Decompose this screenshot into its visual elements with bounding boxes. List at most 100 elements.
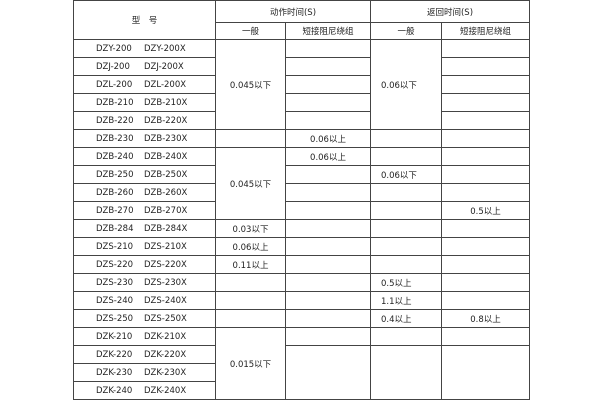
return-short-damping-cell: [441, 255, 530, 274]
header-action-time: 动作时间(S): [215, 0, 371, 23]
model-standard: DZB-270: [96, 205, 134, 216]
return-general-cell: [370, 255, 442, 274]
action-short-damping-cell: [285, 273, 371, 292]
model-cell: DZK-230 DZK-230X: [73, 363, 216, 382]
action-short-damping-cell: 0.06以上: [285, 129, 371, 148]
return-short-damping-cell: 0.5以上: [441, 201, 530, 220]
model-cell: DZB-210 DZB-210X: [73, 93, 216, 112]
table-row: DZK-220 DZK-220X: [73, 345, 530, 400]
action-short-damping-cell: [285, 255, 371, 274]
table-row: DZS-210 DZS-210X 0.06以上: [73, 237, 530, 256]
table-row: DZB-220 DZB-220X: [73, 111, 530, 130]
model-x-variant: DZB-210X: [144, 97, 188, 108]
action-general-cell: 0.045以下: [215, 39, 286, 130]
return-short-damping-cell: [441, 93, 530, 112]
model-standard: DZB-250: [96, 169, 134, 180]
model-cell: DZB-240 DZB-240X: [73, 147, 216, 166]
model-standard: DZS-220: [96, 259, 134, 270]
table-row: DZS-240 DZS-240X 1.1以上: [73, 291, 530, 310]
model-standard: DZY-200: [96, 43, 132, 54]
model-x-variant: DZB-260X: [144, 187, 188, 198]
model-x-variant: DZB-220X: [144, 115, 188, 126]
model-cell: DZS-230 DZS-230X: [73, 273, 216, 292]
model-x-variant: DZB-250X: [144, 169, 188, 180]
return-short-damping-cell: [441, 183, 530, 202]
model-cell: DZB-220 DZB-220X: [73, 111, 216, 130]
return-short-damping-cell: [441, 219, 530, 238]
action-short-damping-cell: [285, 39, 371, 58]
action-short-damping-cell: [285, 327, 371, 346]
table-row: DZB-240 DZB-240X 0.045以下 0.06以上: [73, 147, 530, 220]
return-short-damping-cell: [441, 291, 530, 310]
return-short-damping-cell: [441, 147, 530, 166]
table-row: DZB-270 DZB-270X 0.5以上: [73, 201, 530, 220]
header-model: 型 号: [73, 0, 216, 40]
table-row: DZY-200 DZY-200X 0.045以下 0.06以下: [73, 39, 530, 130]
model-cell: DZB-230 DZB-230X: [73, 129, 216, 148]
model-cell: DZS-210 DZS-210X: [73, 237, 216, 256]
model-x-variant: DZK-210X: [144, 331, 187, 342]
model-x-variant: DZK-240X: [144, 385, 187, 396]
return-short-damping-cell: 0.8以上: [441, 309, 530, 328]
return-general-cell: [370, 237, 442, 256]
model-cell: DZS-250 DZS-250X: [73, 309, 216, 328]
model-cell: DZL-200 DZL-200X: [73, 75, 216, 94]
return-general-cell: 0.06以下: [370, 39, 442, 130]
model-x-variant: DZS-220X: [144, 259, 187, 270]
return-short-damping-cell: [441, 111, 530, 130]
model-x-variant: DZJ-200X: [144, 61, 184, 72]
action-short-damping-cell: [285, 237, 371, 256]
model-x-variant: DZB-270X: [144, 205, 188, 216]
return-short-damping-cell: [441, 165, 530, 184]
model-standard: DZK-240: [96, 385, 133, 396]
table-row: DZK-240 DZK-240X: [73, 381, 530, 400]
return-general-cell: 0.4以上: [370, 309, 442, 328]
model-cell: DZK-220 DZK-220X: [73, 345, 216, 364]
model-x-variant: DZS-210X: [144, 241, 187, 252]
action-short-damping-cell: [285, 345, 371, 400]
model-standard: DZB-260: [96, 187, 134, 198]
return-general-cell: 0.06以下: [370, 165, 442, 184]
return-general-cell: [370, 219, 442, 238]
action-general-cell: [215, 291, 286, 310]
model-standard: DZK-220: [96, 349, 133, 360]
table-row: DZB-284 DZB-284X 0.03以下: [73, 219, 530, 238]
model-cell: DZJ-200 DZJ-200X: [73, 57, 216, 76]
action-general-cell: [215, 273, 286, 292]
return-general-cell: [370, 147, 442, 166]
return-general-cell: [370, 345, 442, 400]
action-short-damping-cell: [285, 183, 371, 202]
action-short-damping-cell: [285, 75, 371, 94]
return-general-cell: [370, 129, 442, 148]
model-standard: DZK-230: [96, 367, 133, 378]
model-standard: DZS-240: [96, 295, 134, 306]
return-short-damping-cell: [441, 237, 530, 256]
return-short-damping-cell: [441, 345, 530, 400]
action-general-cell: [215, 309, 286, 328]
table-row: DZB-230 DZB-230X 0.06以上: [73, 129, 530, 148]
model-x-variant: DZK-230X: [144, 367, 187, 378]
model-x-variant: DZB-240X: [144, 151, 188, 162]
model-cell: DZB-270 DZB-270X: [73, 201, 216, 220]
action-short-damping-cell: [285, 93, 371, 112]
model-cell: DZK-240 DZK-240X: [73, 381, 216, 400]
model-standard: DZB-210: [96, 97, 134, 108]
table-row: DZS-230 DZS-230X 0.5以上: [73, 273, 530, 292]
action-general-cell: 0.015以下: [215, 327, 286, 400]
model-x-variant: DZB-230X: [144, 133, 188, 144]
table-row: DZS-250 DZS-250X 0.4以上 0.8以上: [73, 309, 530, 328]
table-row: DZK-210 DZK-210X 0.015以下: [73, 327, 530, 400]
return-general-cell: [370, 183, 442, 202]
model-cell: DZB-284 DZB-284X: [73, 219, 216, 238]
return-general-cell: 1.1以上: [370, 291, 442, 310]
table-body: DZY-200 DZY-200X 0.045以下 0.06以下 DZJ-200 DZJ-2…: [73, 39, 530, 400]
model-cell: DZS-240 DZS-240X: [73, 291, 216, 310]
header-return-short-damping: 短接阻尼绕组: [441, 22, 530, 40]
model-standard: DZS-230: [96, 277, 134, 288]
model-cell: DZS-220 DZS-220X: [73, 255, 216, 274]
action-short-damping-cell: [285, 309, 371, 328]
action-general-cell: 0.06以上: [215, 237, 286, 256]
action-short-damping-cell: [285, 165, 371, 184]
model-standard: DZB-284: [96, 223, 134, 234]
return-general-cell: [370, 327, 442, 346]
